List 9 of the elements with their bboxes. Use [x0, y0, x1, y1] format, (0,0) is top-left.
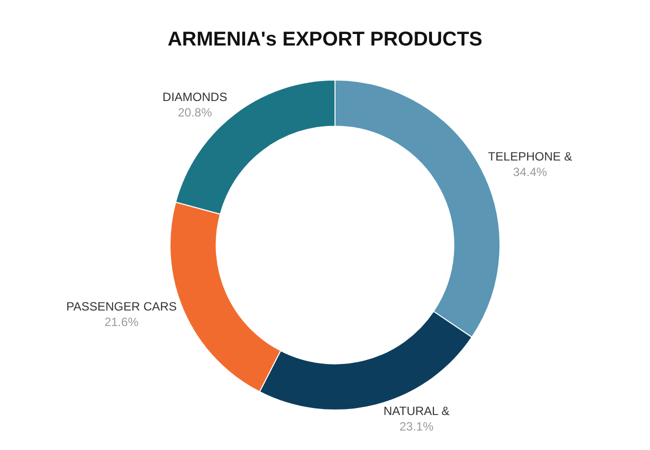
- data-label: 23.1%: [399, 419, 434, 434]
- slice-label: PASSENGER CARS: [66, 299, 177, 314]
- data-label: 20.8%: [178, 106, 212, 120]
- slice-label: NATURAL &: [383, 404, 450, 418]
- data-label: 34.4%: [513, 165, 548, 180]
- slice-label: TELEPHONE &: [488, 149, 572, 164]
- chart-title: ARMENIA's EXPORT PRODUCTS: [168, 28, 482, 50]
- slice-label: DIAMONDS: [162, 90, 228, 104]
- data-label: 21.6%: [104, 315, 139, 330]
